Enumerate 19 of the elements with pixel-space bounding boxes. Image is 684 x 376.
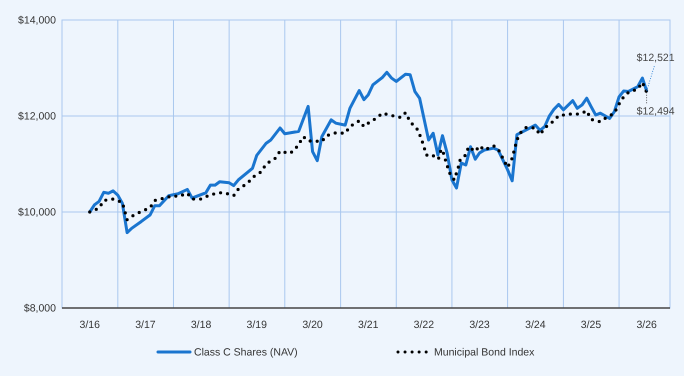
y-tick-label: $14,000 <box>18 14 56 27</box>
x-tick-label: 3/17 <box>135 319 156 331</box>
x-tick-label: 3/20 <box>302 319 323 331</box>
x-tick-label: 3/23 <box>469 319 490 331</box>
x-tick-label: 3/19 <box>246 319 268 331</box>
y-tick-label: $8,000 <box>24 302 56 315</box>
legend-label: Municipal Bond Index <box>434 346 536 359</box>
x-tick-label: 3/25 <box>580 319 602 331</box>
legend-label: Class C Shares (NAV) <box>194 346 298 359</box>
x-tick-label: 3/26 <box>636 319 658 331</box>
x-tick-label: 3/24 <box>525 319 546 331</box>
annotation: $12,521 <box>636 52 675 64</box>
annotation: $12,494 <box>636 105 675 118</box>
x-tick-label: 3/18 <box>190 319 212 331</box>
x-tick-label: 3/22 <box>414 319 434 331</box>
y-tick-label: $10,000 <box>18 206 56 219</box>
y-tick-label: $12,000 <box>18 110 56 123</box>
x-tick-label: 3/21 <box>358 319 379 331</box>
x-tick-label: 3/16 <box>80 319 100 331</box>
